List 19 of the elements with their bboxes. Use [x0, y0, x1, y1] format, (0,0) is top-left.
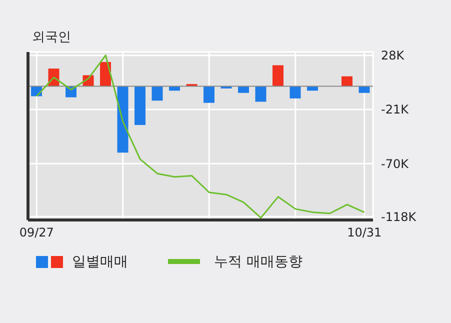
y-tick-label: -118K [381, 210, 418, 224]
x-tick-label: 09/27 [19, 226, 54, 240]
x-tick-label: 10/31 [347, 226, 382, 240]
bar [255, 86, 266, 102]
legend-label: 일별매매 [72, 253, 128, 271]
bar [134, 86, 146, 125]
bar [204, 86, 214, 103]
y-tick-label: -21K [381, 102, 410, 117]
legend-label: 누적 매매동향 [214, 253, 302, 271]
line-series [36, 54, 366, 219]
bar [342, 76, 352, 86]
bar [117, 86, 128, 153]
chart-title: 외국인 [32, 29, 71, 46]
bar [100, 62, 111, 86]
y-tick-label: 28K [381, 48, 406, 63]
bar [290, 86, 301, 98]
bar [272, 65, 284, 86]
bar [152, 86, 163, 101]
y-tick-label: -70K [381, 156, 410, 171]
